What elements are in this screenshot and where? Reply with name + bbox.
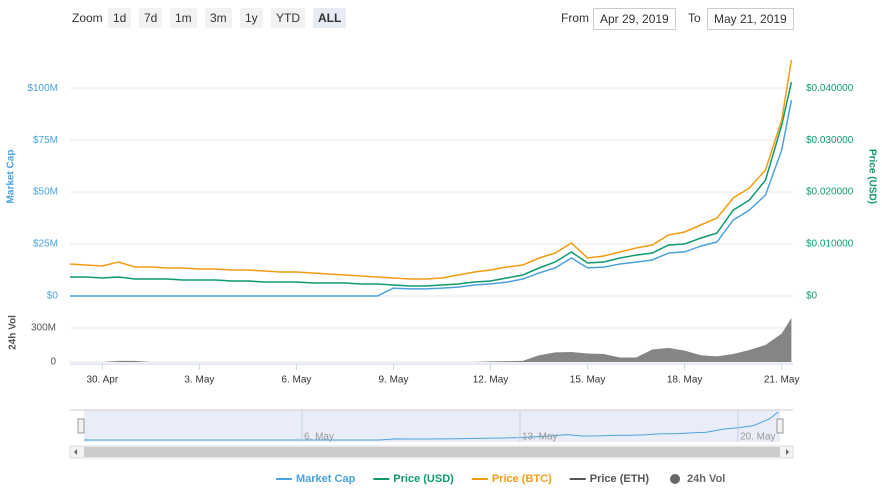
- x-tick-label: 30. Apr: [86, 375, 118, 386]
- y2-tick-label: $0.030000: [806, 135, 854, 146]
- volume-tick-label: 0: [50, 357, 56, 368]
- x-tick-label: 6. May: [281, 375, 311, 386]
- x-tick-label: 18. May: [667, 375, 703, 386]
- y2-tick-label: $0.020000: [806, 187, 854, 198]
- x-tick-label: 15. May: [570, 375, 606, 386]
- y2-axis-title: Price (USD): [866, 149, 877, 204]
- zoom-button[interactable]: ALL: [313, 8, 347, 28]
- zoom-button[interactable]: 1d: [108, 8, 132, 28]
- zoom-button[interactable]: 1y: [240, 8, 263, 28]
- scrollbar-thumb[interactable]: [84, 447, 780, 457]
- navigator-label: 6. May: [304, 432, 334, 443]
- legend-symbol: [670, 474, 681, 484]
- zoom-button[interactable]: 7d: [139, 8, 163, 28]
- zoom-button[interactable]: YTD: [271, 8, 305, 28]
- navigator-label: 13. May: [522, 432, 558, 443]
- to-label: To: [688, 11, 701, 25]
- from-label: From: [561, 11, 589, 25]
- y2-tick-label: $0.040000: [806, 83, 854, 94]
- x-tick-label: 21. May: [764, 375, 800, 386]
- zoom-label: Zoom: [72, 11, 103, 25]
- x-tick-label: 9. May: [378, 375, 408, 386]
- volume-axis-title: 24h Vol: [8, 315, 19, 350]
- series-line: [69, 59, 793, 280]
- legend-label: Price (BTC): [492, 473, 552, 485]
- y-tick-label: $25M: [33, 239, 58, 250]
- series-line: [70, 100, 793, 297]
- to-date-input[interactable]: May 21, 2019: [707, 8, 794, 30]
- series-line: [70, 82, 793, 287]
- navigator-mask: [84, 410, 780, 442]
- x-tick-label: 12. May: [473, 375, 509, 386]
- legend-label: 24h Vol: [687, 473, 725, 485]
- y-tick-label: $75M: [33, 135, 58, 146]
- navigator-handle[interactable]: [776, 418, 784, 434]
- from-date-input[interactable]: Apr 29, 2019: [593, 8, 676, 30]
- zoom-button[interactable]: 1m: [170, 8, 197, 28]
- legend-label: Market Cap: [296, 473, 356, 485]
- navigator-handle[interactable]: [77, 418, 85, 434]
- y-axis-title: Market Cap: [6, 150, 17, 204]
- volume-tick-label: 300M: [31, 323, 56, 334]
- y-tick-label: $0: [47, 291, 59, 302]
- y2-tick-label: $0: [806, 291, 818, 302]
- y-tick-label: $50M: [33, 187, 58, 198]
- legend-item[interactable]: Price (BTC): [471, 473, 552, 485]
- navigator-label: 20. May: [740, 432, 776, 443]
- legend-item[interactable]: Price (USD): [373, 473, 454, 485]
- legend-item[interactable]: 24h Vol: [670, 473, 725, 485]
- navigator-line: [84, 411, 779, 441]
- legend-item[interactable]: Market Cap: [276, 473, 356, 485]
- legend-label: Price (USD): [393, 473, 454, 485]
- volume-area: [70, 317, 792, 362]
- zoom-button[interactable]: 3m: [205, 8, 232, 28]
- y-tick-label: $100M: [27, 83, 58, 94]
- legend-label: Price (ETH): [590, 473, 650, 485]
- y2-tick-label: $0.010000: [806, 239, 854, 250]
- legend-item[interactable]: Price (ETH): [569, 473, 650, 485]
- x-tick-label: 3. May: [184, 375, 214, 386]
